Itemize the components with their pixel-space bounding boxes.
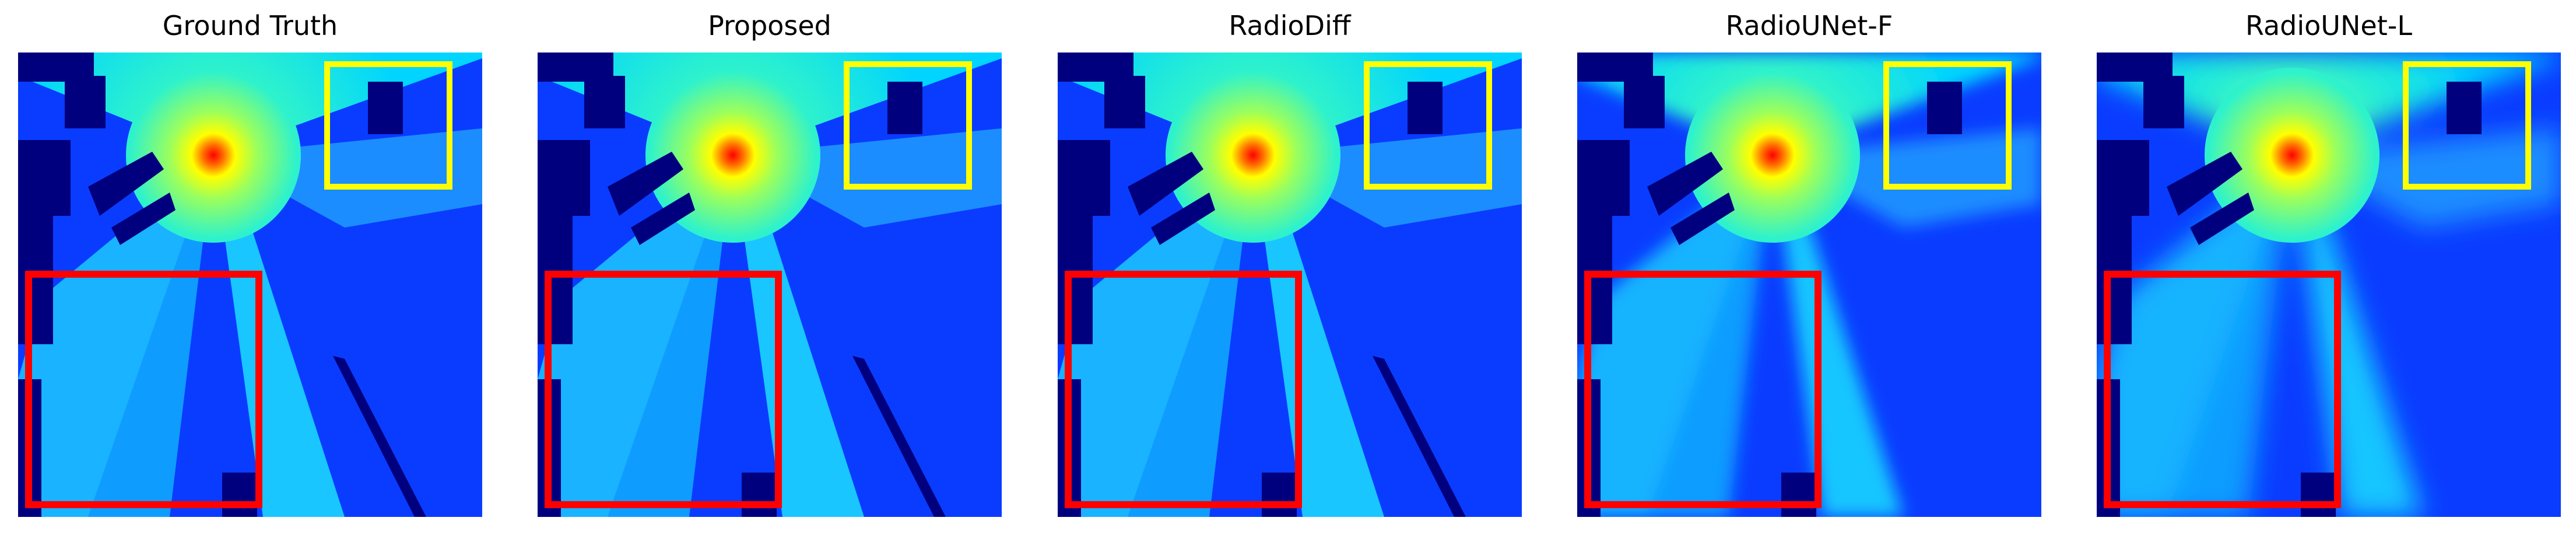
radio-map-image — [538, 53, 1002, 517]
panel-radiodiff: RadioDiff — [1058, 0, 1522, 535]
yellow-zoom-box — [844, 61, 972, 190]
radio-map-image — [18, 53, 482, 517]
panel-proposed: Proposed — [538, 0, 1002, 535]
red-zoom-box — [25, 271, 262, 508]
red-zoom-box — [1065, 271, 1302, 508]
yellow-zoom-box — [1364, 61, 1492, 190]
red-zoom-box — [545, 271, 782, 508]
panel-title: Ground Truth — [162, 10, 338, 41]
yellow-zoom-box — [1883, 61, 2012, 190]
yellow-zoom-box — [324, 61, 452, 190]
panel-radiounet-f: RadioUNet-F — [1577, 0, 2041, 535]
panel-title: RadioUNet-F — [1725, 10, 1893, 41]
red-zoom-box — [1584, 271, 1822, 508]
radio-map-image — [1058, 53, 1522, 517]
panel-radiounet-l: RadioUNet-L — [2097, 0, 2561, 535]
panel-title: RadioDiff — [1229, 10, 1351, 41]
panel-ground-truth: Ground Truth — [18, 0, 482, 535]
radio-map-image — [2097, 53, 2561, 517]
red-zoom-box — [2104, 271, 2341, 508]
panel-title: Proposed — [708, 10, 831, 41]
radio-map-image — [1577, 53, 2041, 517]
yellow-zoom-box — [2403, 61, 2531, 190]
panel-title: RadioUNet-L — [2245, 10, 2412, 41]
